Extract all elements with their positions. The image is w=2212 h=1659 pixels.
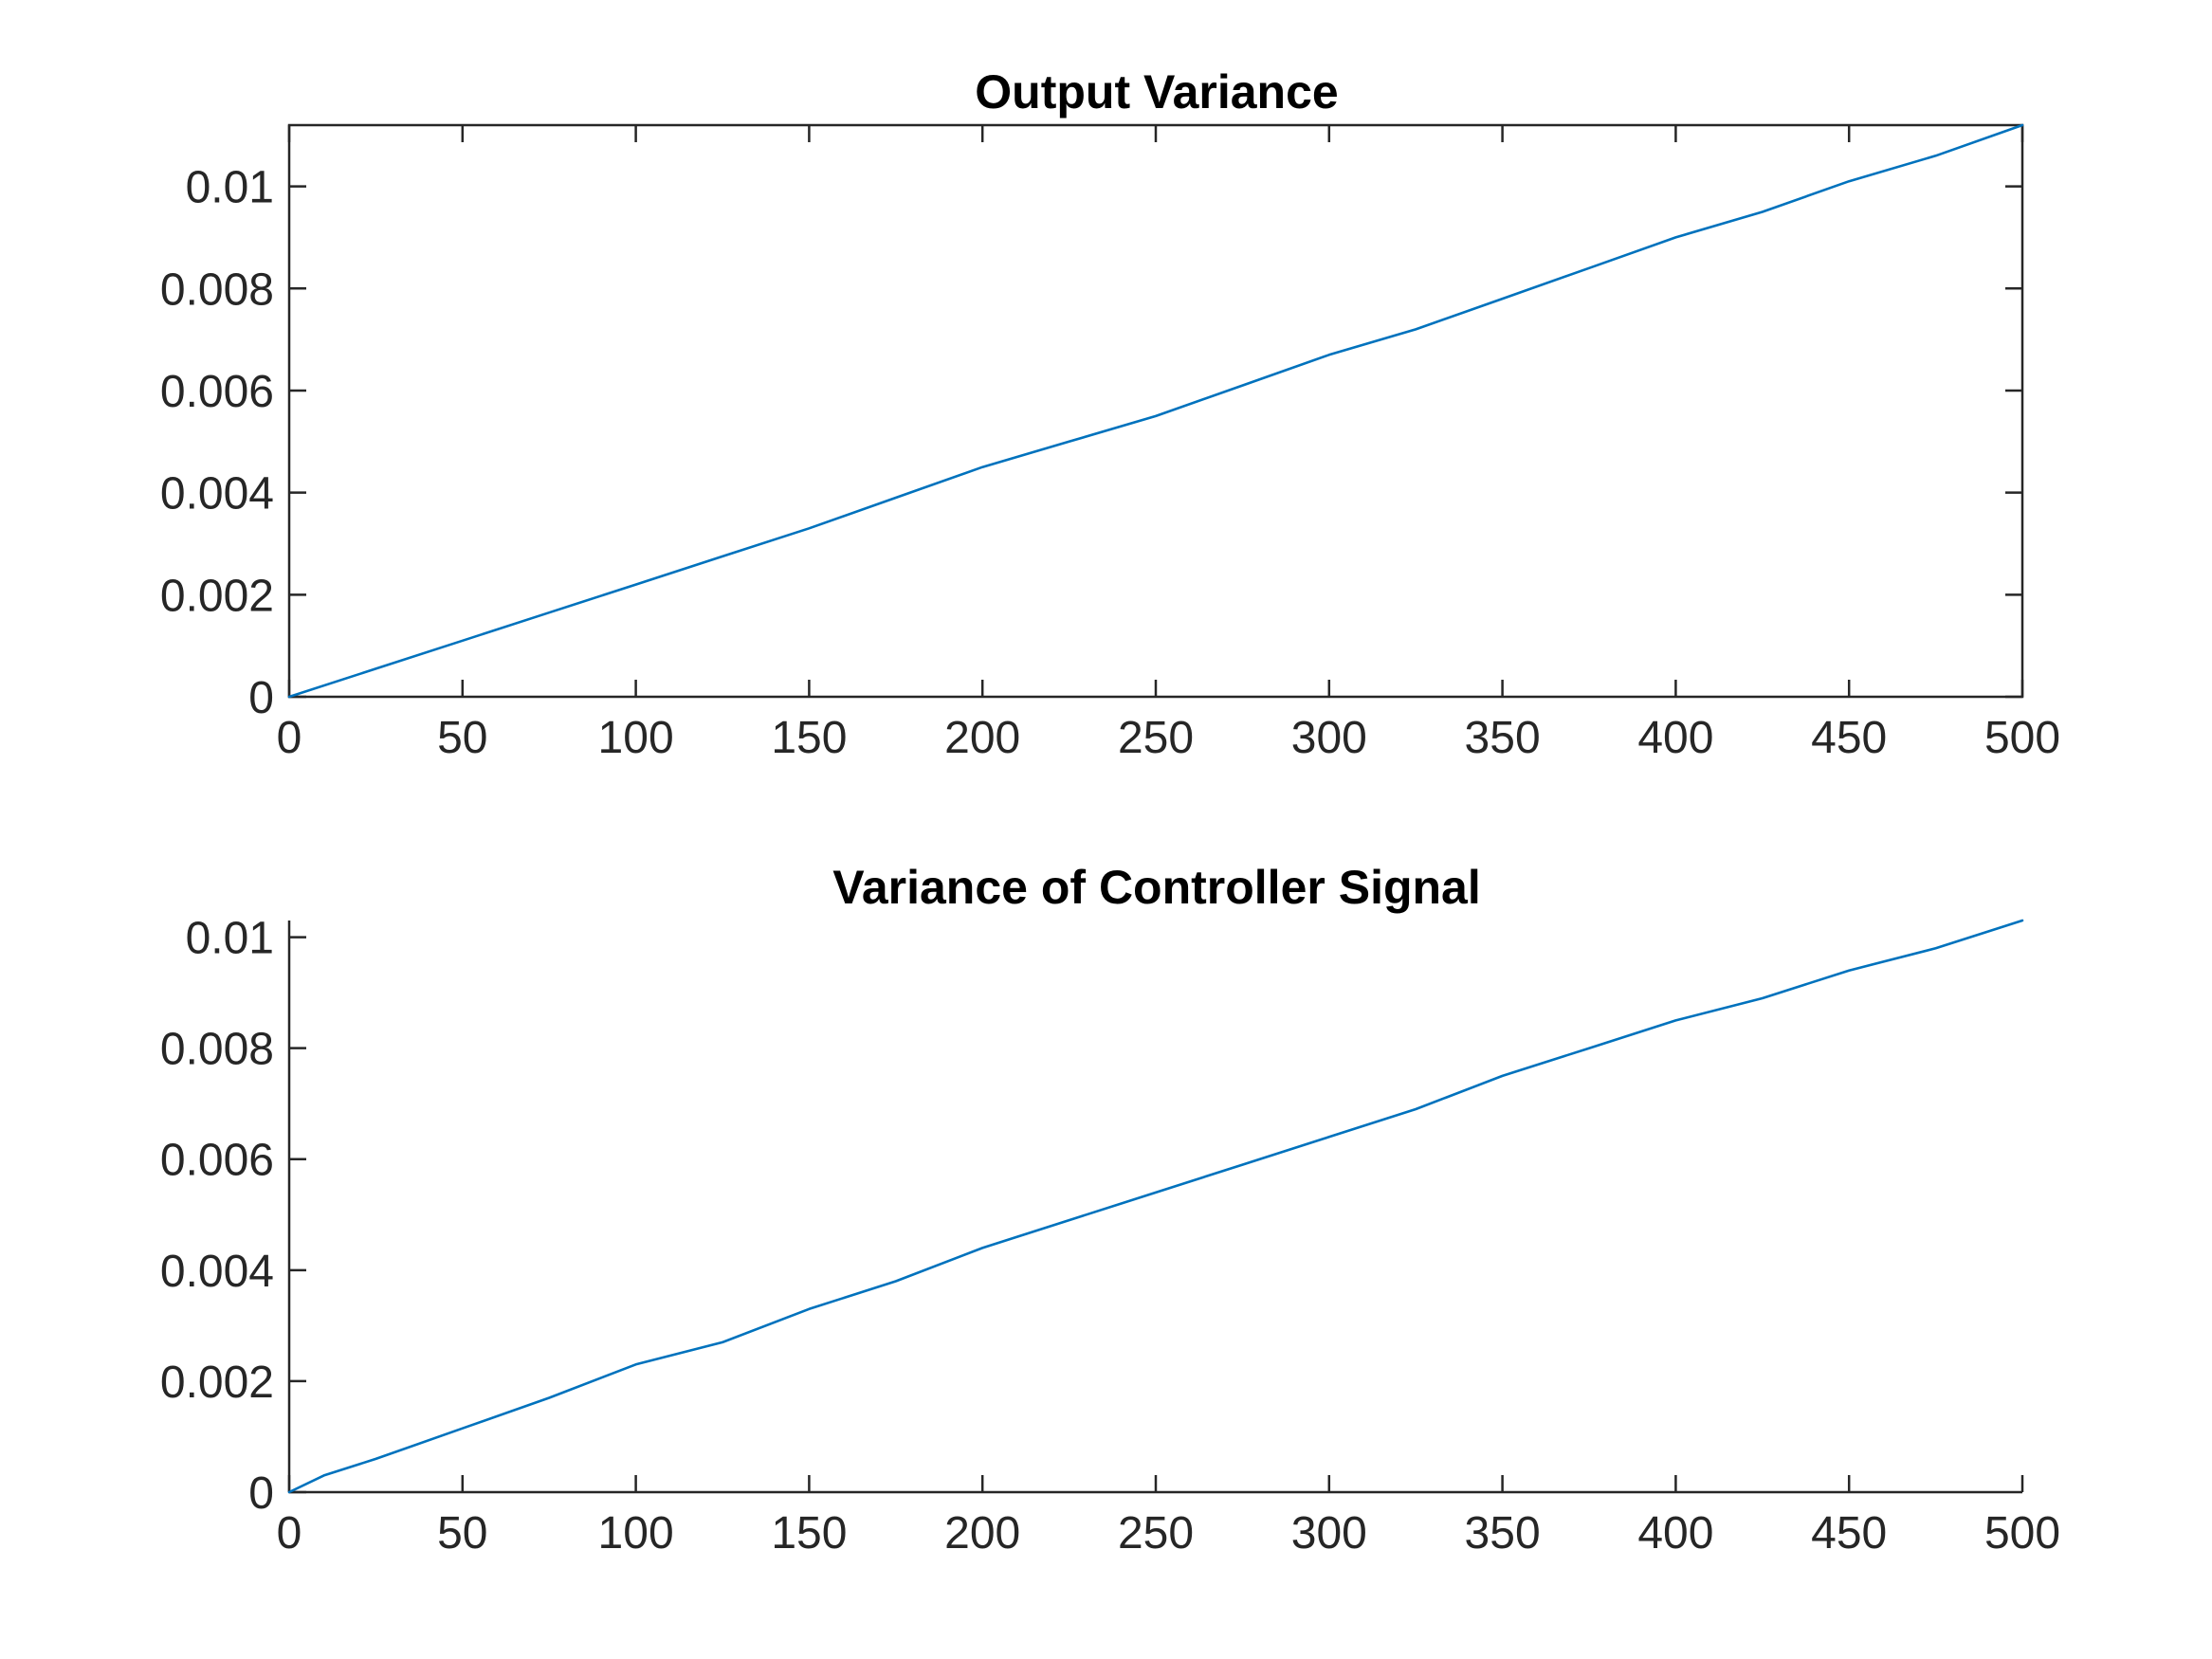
y-tick-label: 0.002 [160,1358,274,1408]
x-tick-label: 200 [944,1508,1020,1559]
x-tick-label: 350 [1465,1508,1541,1559]
x-tick-label: 450 [1811,1508,1887,1559]
x-tick-label: 0 [277,1508,302,1559]
y-tick-label: 0.008 [160,264,274,315]
x-tick-label: 450 [1811,713,1887,763]
x-tick-label: 100 [598,1508,674,1559]
x-tick-label: 250 [1118,1508,1194,1559]
x-tick-label: 400 [1637,1508,1713,1559]
x-tick-label: 300 [1291,1508,1367,1559]
y-tick-label: 0.01 [186,914,274,964]
y-tick-label: 0.008 [160,1025,274,1075]
chart-title: Output Variance [975,65,1338,118]
x-tick-label: 50 [437,713,487,763]
y-axis: 0 0.002 0.004 0.006 0.008 0.01 [160,163,2022,723]
x-tick-label: 350 [1465,713,1541,763]
y-tick-label: 0.002 [160,571,274,621]
x-tick-label: 500 [1984,1508,2060,1559]
y-tick-label: 0.01 [186,163,274,213]
y-tick-label: 0 [248,1468,274,1519]
top-chart: Output Variance 0 50 100 150 200 250 300 350 400… [160,65,2060,763]
x-tick-label: 50 [437,1508,487,1559]
y-tick-label: 0.006 [160,367,274,417]
x-tick-label: 400 [1637,713,1713,763]
x-tick-label: 250 [1118,713,1194,763]
x-tick-label: 150 [771,713,847,763]
bottom-chart: Variance of Controller Signal 0 50 100 150 2… [160,861,2060,1559]
y-tick-label: 0.006 [160,1136,274,1186]
x-tick-label: 300 [1291,713,1367,763]
x-axis: 0 50 100 150 200 250 300 350 400 450 500 [277,1475,2060,1559]
x-tick-label: 0 [277,713,302,763]
x-tick-label: 150 [771,1508,847,1559]
x-tick-label: 100 [598,713,674,763]
y-tick-label: 0.004 [160,1247,274,1297]
y-tick-label: 0.004 [160,469,274,520]
y-tick-label: 0 [248,673,274,723]
series-layer [287,919,2024,1494]
x-axis: 0 50 100 150 200 250 300 350 400 450 500 [277,125,2060,763]
chart-title: Variance of Controller Signal [832,861,1481,914]
y-axis: 0 0.002 0.004 0.006 0.008 0.01 [160,914,306,1519]
series-layer [287,123,2024,699]
series-line [287,919,2024,1494]
x-tick-label: 200 [944,713,1020,763]
x-tick-label: 500 [1984,713,2060,763]
series-line [287,123,2024,699]
